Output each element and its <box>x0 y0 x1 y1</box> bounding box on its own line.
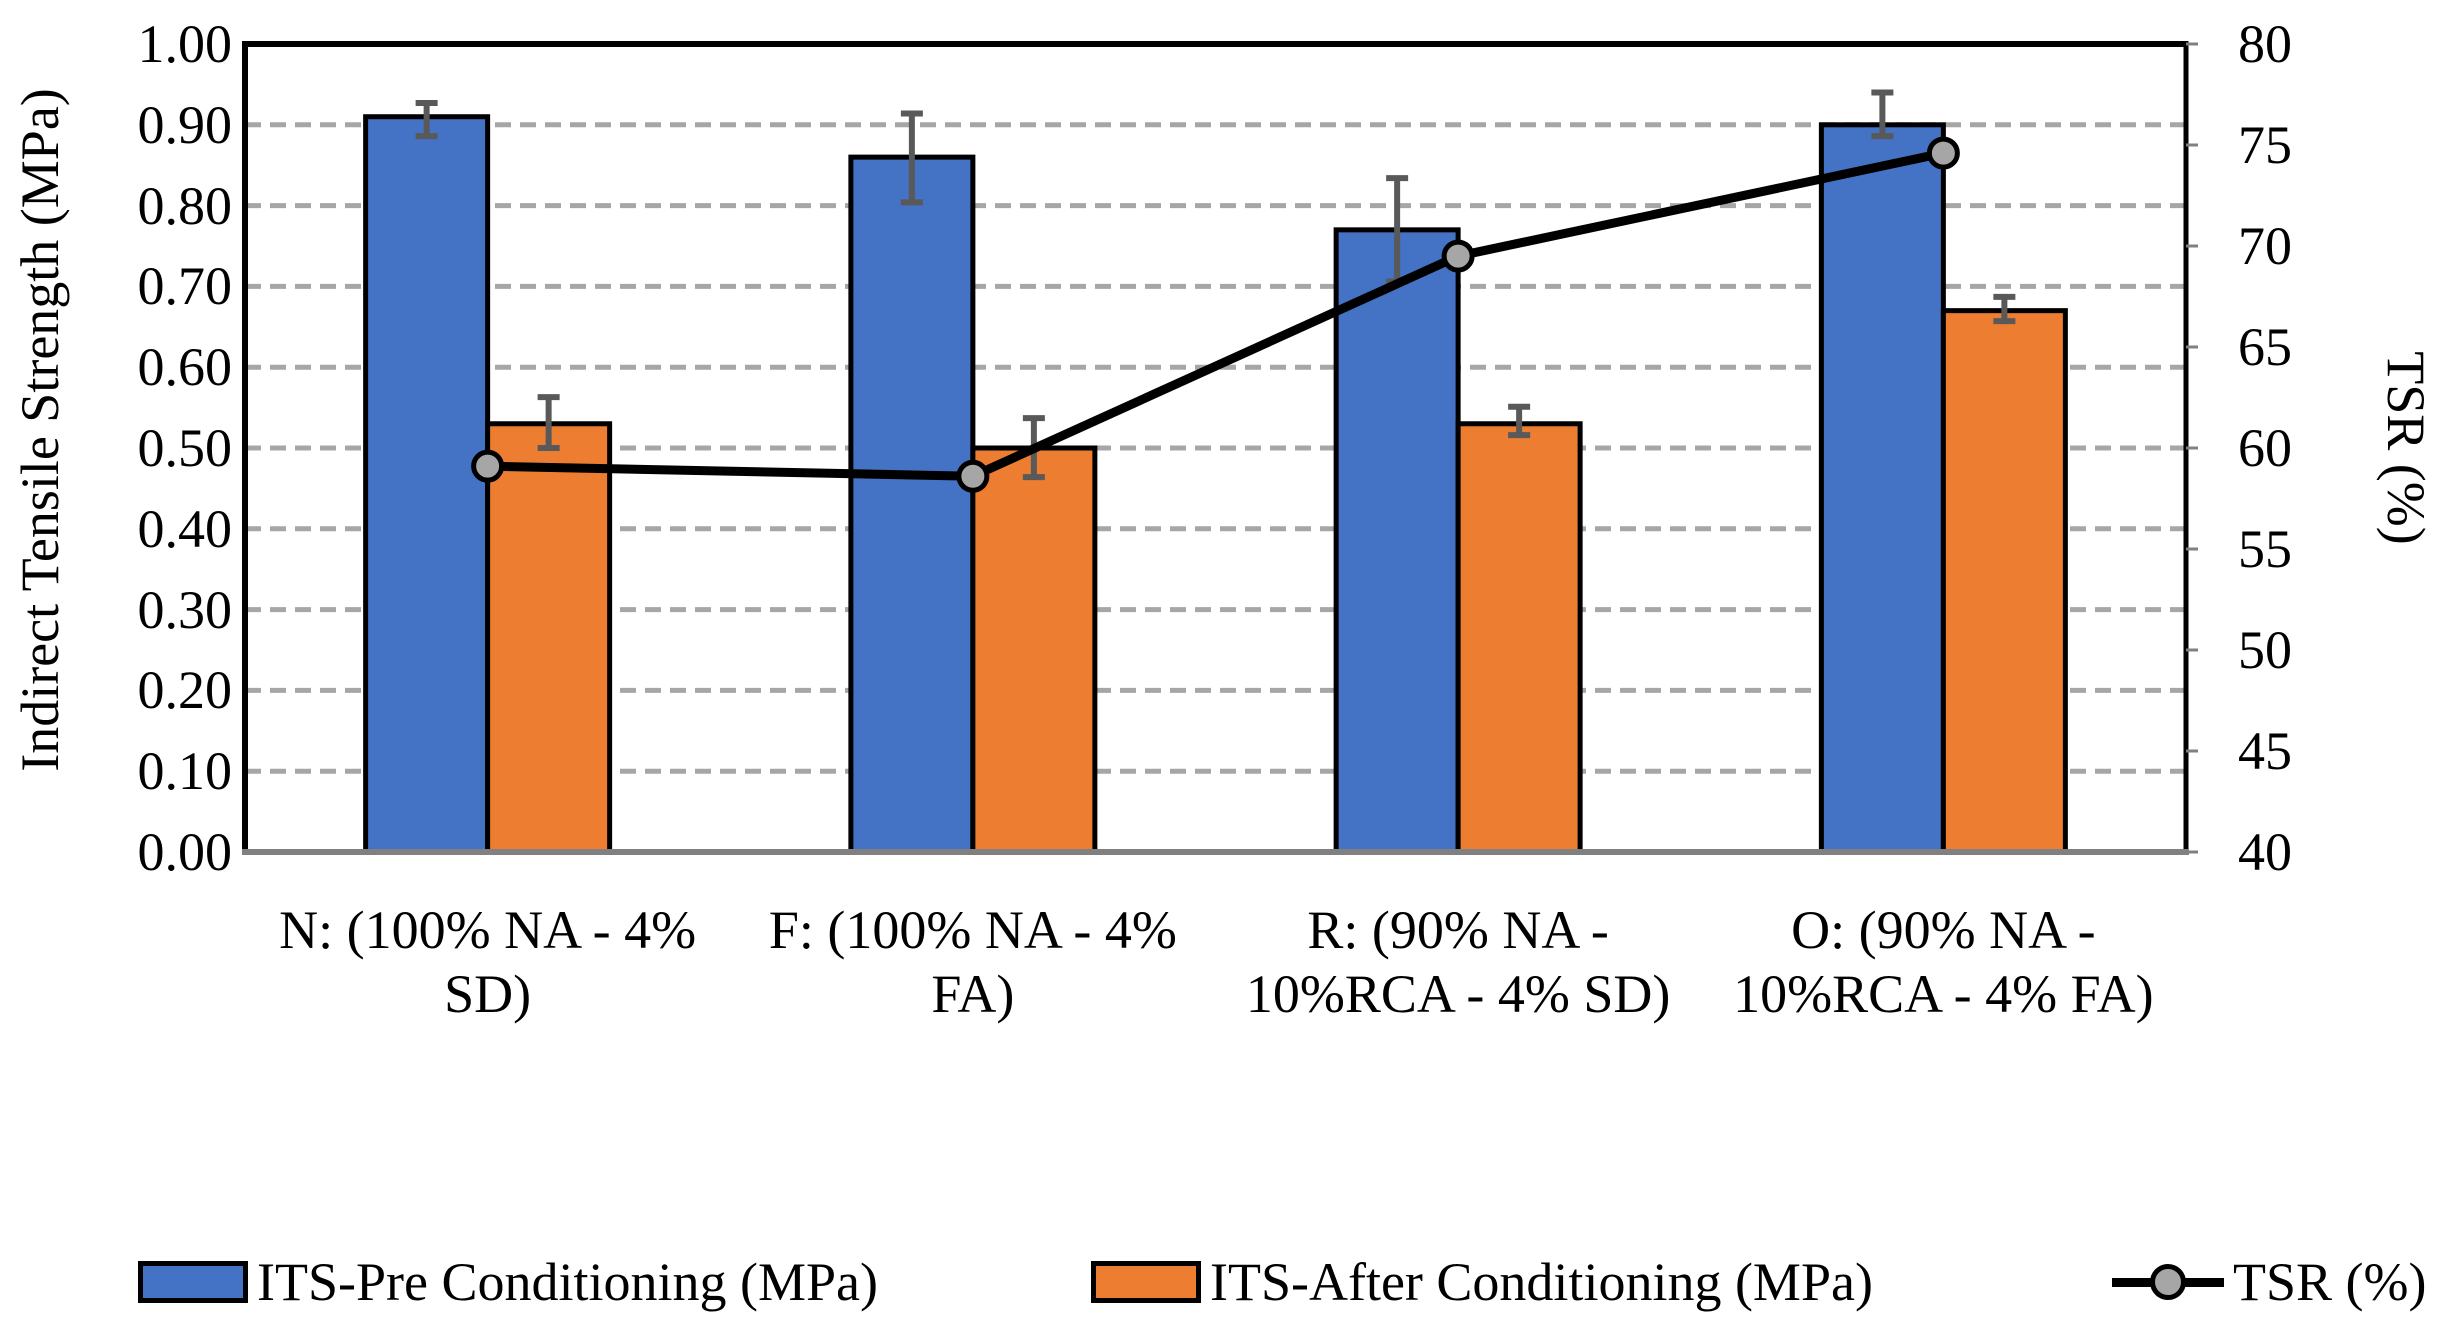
right-axis-tick-label: 55 <box>2238 519 2292 579</box>
left-axis-tick-label: 1.00 <box>137 14 233 74</box>
left-axis-tick-label: 0.40 <box>137 498 233 559</box>
category-label-1: F: (100% NA - 4% FA) <box>703 898 1243 1026</box>
legend-label-its-after: ITS-After Conditioning (MPa) <box>1210 1252 1873 1312</box>
bar-its-pre-2 <box>1333 227 1461 855</box>
legend-item-tsr: TSR (%) <box>2112 1250 2426 1314</box>
left-axis-tick-label: 0.60 <box>137 337 233 398</box>
left-axis-tick-label: 0.20 <box>137 660 233 721</box>
left-axis-tick-label: 0.30 <box>137 579 233 640</box>
right-axis-tick-label: 40 <box>2238 822 2292 882</box>
legend-label-tsr: TSR (%) <box>2233 1252 2427 1312</box>
category-label-3: O: (90% NA -10%RCA - 4% FA) <box>1673 898 2213 1026</box>
legend-label-its-pre: ITS-Pre Conditioning (MPa) <box>257 1252 878 1312</box>
right-axis-tick-label: 65 <box>2238 317 2292 377</box>
bar-its-after-0 <box>485 421 613 855</box>
right-axis-tick-label: 75 <box>2238 115 2292 175</box>
legend-item-its-after: ITS-After Conditioning (MPa) <box>1091 1250 1873 1314</box>
left-axis-tick-label: 0.00 <box>137 822 233 882</box>
legend-item-its-pre: ITS-Pre Conditioning (MPa) <box>138 1250 878 1314</box>
category-label-line: O: (90% NA - <box>1791 900 2096 960</box>
right-axis-tick-label: 80 <box>2238 14 2292 74</box>
right-axis-tick-label: 50 <box>2238 620 2292 680</box>
left-axis-tick-label: 0.70 <box>137 256 233 317</box>
tsr-marker-2 <box>1441 239 1475 273</box>
bar-its-pre-0 <box>363 114 491 855</box>
left-axis-tick-label: 0.10 <box>137 741 233 802</box>
category-label-line: F: (100% NA - 4% <box>768 900 1177 960</box>
bar-its-pre-1 <box>848 154 976 855</box>
tsr-marker-0 <box>471 449 505 483</box>
bar-its-after-3 <box>1940 308 2068 855</box>
category-label-2: R: (90% NA -10%RCA - 4% SD) <box>1188 898 1728 1026</box>
left-axis-tick-label: 0.80 <box>137 175 233 236</box>
right-axis-tick-label: 45 <box>2238 721 2292 781</box>
right-axis-tick-label: 70 <box>2238 216 2292 276</box>
category-label-line: SD) <box>444 964 532 1024</box>
legend-swatch-its-after <box>1091 1261 1201 1303</box>
right-axis-tick-label: 60 <box>2238 418 2292 478</box>
category-label-line: FA) <box>931 964 1015 1024</box>
category-label-line: 10%RCA - 4% FA) <box>1733 964 2154 1024</box>
bar-its-pre-3 <box>1818 122 1946 855</box>
tsr-marker-1 <box>956 459 990 493</box>
bar-its-after-2 <box>1455 421 1583 855</box>
category-label-line: R: (90% NA - <box>1307 900 1609 960</box>
bar-its-after-1 <box>970 445 1098 855</box>
category-label-line: N: (100% NA - 4% <box>279 900 697 960</box>
legend-tsr-line-marker-icon <box>2112 1262 2224 1302</box>
legend-swatch-its-pre <box>138 1261 248 1303</box>
left-axis-tick-label: 0.50 <box>137 418 233 478</box>
category-label-line: 10%RCA - 4% SD) <box>1245 964 1671 1024</box>
category-label-0: N: (100% NA - 4% SD) <box>218 898 758 1026</box>
tsr-marker-3 <box>1926 136 1960 170</box>
left-axis-tick-label: 0.90 <box>137 94 233 155</box>
tsr-line <box>487 148 1945 481</box>
